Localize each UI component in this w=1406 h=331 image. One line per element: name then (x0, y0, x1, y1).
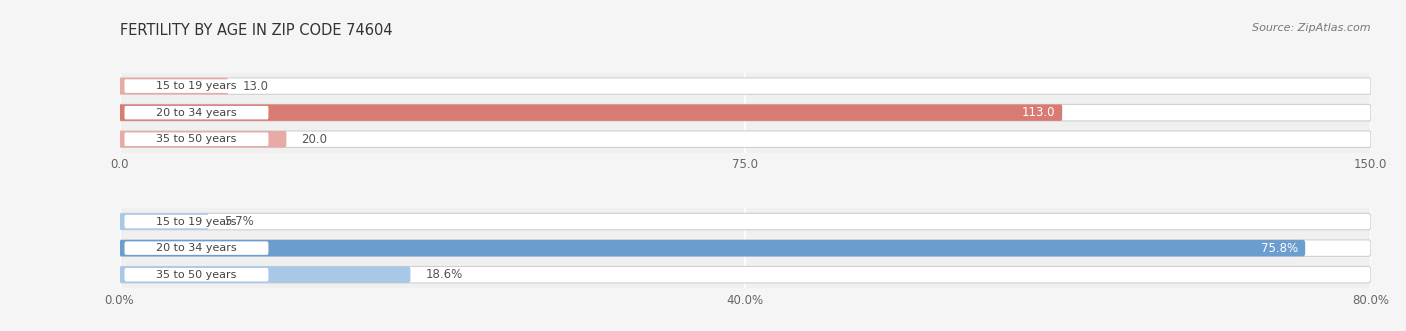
FancyBboxPatch shape (120, 78, 1371, 94)
Text: 13.0: 13.0 (243, 79, 269, 93)
Text: 20 to 34 years: 20 to 34 years (156, 108, 236, 118)
FancyBboxPatch shape (125, 106, 269, 119)
Text: FERTILITY BY AGE IN ZIP CODE 74604: FERTILITY BY AGE IN ZIP CODE 74604 (120, 23, 392, 38)
FancyBboxPatch shape (120, 266, 1371, 283)
FancyBboxPatch shape (120, 266, 411, 283)
FancyBboxPatch shape (120, 78, 228, 94)
FancyBboxPatch shape (120, 240, 1305, 257)
FancyBboxPatch shape (125, 79, 269, 93)
Text: 5.7%: 5.7% (224, 215, 253, 228)
FancyBboxPatch shape (120, 131, 287, 147)
FancyBboxPatch shape (125, 132, 269, 146)
Text: 35 to 50 years: 35 to 50 years (156, 270, 236, 280)
FancyBboxPatch shape (120, 240, 1371, 257)
Text: 113.0: 113.0 (1021, 106, 1054, 119)
Text: 15 to 19 years: 15 to 19 years (156, 81, 236, 91)
FancyBboxPatch shape (120, 131, 1371, 147)
FancyBboxPatch shape (125, 241, 269, 255)
Text: 15 to 19 years: 15 to 19 years (156, 216, 236, 226)
Text: 20.0: 20.0 (301, 133, 328, 146)
FancyBboxPatch shape (120, 104, 1062, 121)
Text: 20 to 34 years: 20 to 34 years (156, 243, 236, 253)
FancyBboxPatch shape (120, 213, 1371, 230)
FancyBboxPatch shape (120, 213, 208, 230)
FancyBboxPatch shape (125, 215, 269, 228)
Text: 35 to 50 years: 35 to 50 years (156, 134, 236, 144)
Text: Source: ZipAtlas.com: Source: ZipAtlas.com (1253, 23, 1371, 33)
FancyBboxPatch shape (120, 104, 1371, 121)
FancyBboxPatch shape (125, 268, 269, 281)
Text: 75.8%: 75.8% (1261, 242, 1298, 255)
Text: 18.6%: 18.6% (426, 268, 463, 281)
